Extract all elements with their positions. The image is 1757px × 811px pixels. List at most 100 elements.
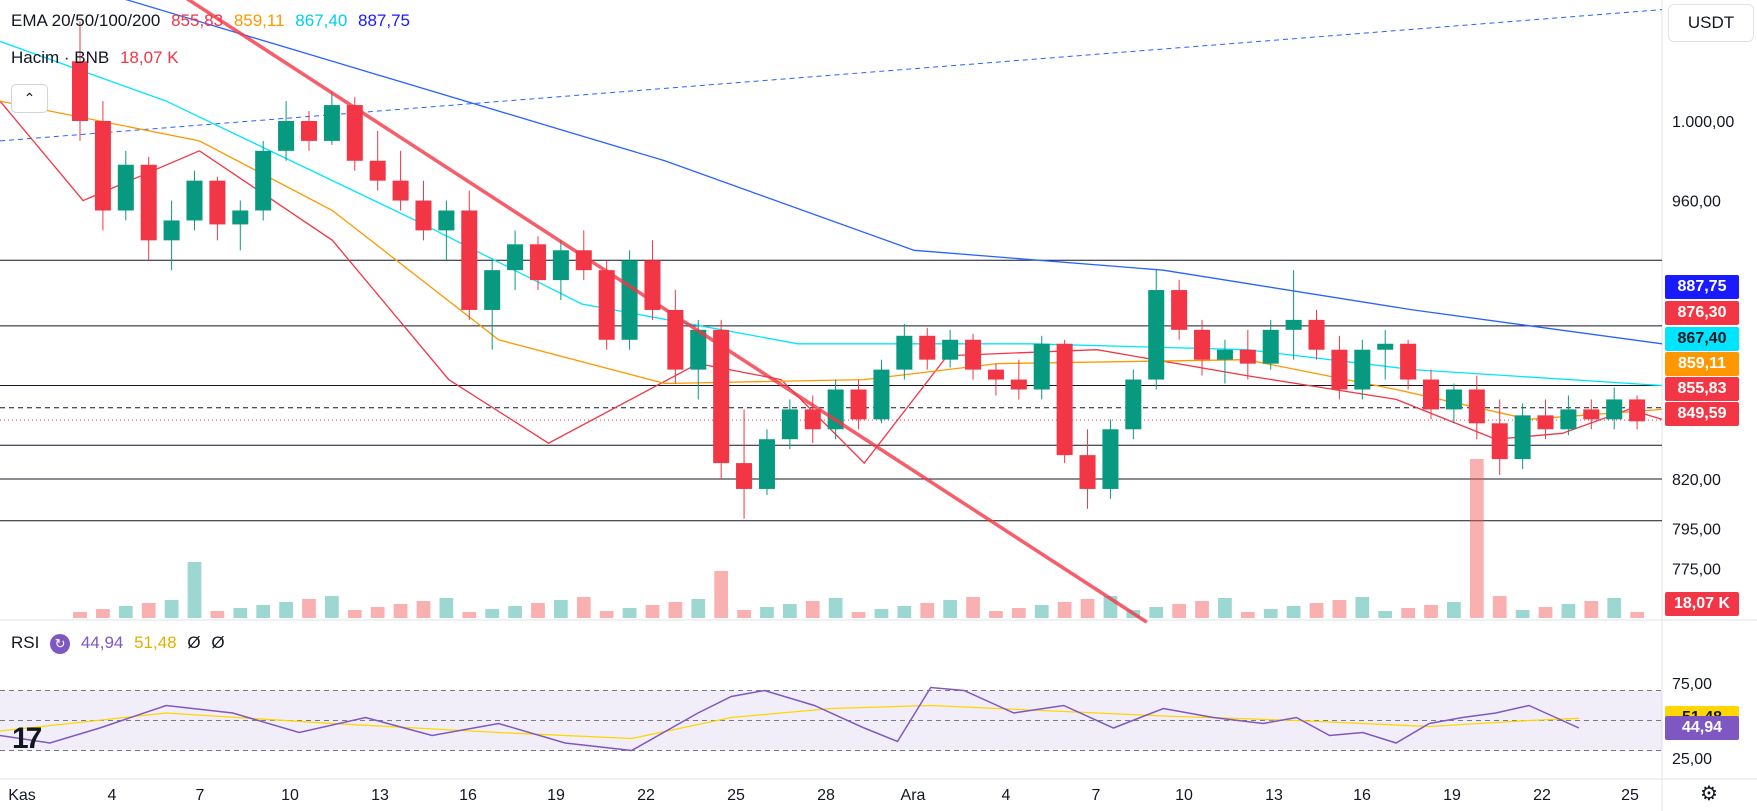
candle-body	[71, 61, 89, 121]
price-axis-label: 795,00	[1672, 522, 1721, 539]
time-axis-label: 7	[196, 787, 205, 804]
volume-bar	[462, 612, 477, 618]
time-axis-label: 4	[108, 787, 117, 804]
volume-bar	[347, 610, 362, 618]
volume-bar	[302, 599, 316, 618]
volume-bar	[141, 603, 156, 618]
currency-selector[interactable]: USDT	[1668, 4, 1754, 42]
volume-bar	[1080, 599, 1095, 618]
candle-body	[1194, 329, 1211, 360]
candle-body	[369, 160, 386, 181]
volume-bar	[920, 603, 935, 618]
volume-bar	[805, 601, 820, 618]
volume-bar	[1355, 597, 1370, 618]
ema50-value: 859,11	[233, 11, 285, 30]
candle-body	[415, 200, 432, 231]
refresh-icon[interactable]: ↻	[50, 634, 71, 654]
price-tag: 867,40	[1665, 327, 1739, 351]
volume-bar	[1332, 600, 1347, 618]
ema100-value: 867,40	[295, 11, 348, 30]
volume-legend: Hacim · BNB 18,07 K	[11, 48, 185, 68]
candle-body	[987, 369, 1004, 380]
price-axis-label: 775,00	[1672, 562, 1721, 579]
price-tag: 849,59	[1665, 402, 1739, 426]
time-axis-label: 4	[1002, 787, 1011, 804]
volume-bar	[1263, 609, 1278, 618]
time-axis-label: 28	[817, 787, 835, 804]
volume-bar	[187, 562, 202, 618]
volume-bar	[1034, 605, 1049, 618]
candle-body	[1629, 399, 1646, 422]
candle-body	[1354, 349, 1371, 390]
settings-icon[interactable]: ⚙	[1700, 783, 1718, 805]
volume-bar	[256, 605, 271, 618]
rsi-empty-1: Ø	[187, 633, 201, 652]
candle-body	[1400, 343, 1417, 380]
volume-tag: 18,07 K	[1665, 592, 1739, 616]
candle-body	[1239, 349, 1256, 364]
volume-bar	[943, 600, 958, 618]
volume-bar	[1286, 606, 1301, 618]
volume-bar	[210, 611, 225, 618]
time-axis-label: 25	[1621, 787, 1639, 804]
volume-bar	[1424, 605, 1438, 618]
volume-bar	[668, 602, 683, 618]
candle-body	[1079, 455, 1096, 489]
volume-bar	[1218, 598, 1232, 618]
candle-body	[300, 121, 317, 141]
volume-bar	[599, 611, 614, 618]
candle-body	[942, 339, 959, 360]
candle-body	[1148, 290, 1165, 380]
dashed-trendline	[0, 9, 1663, 142]
candle-body	[758, 439, 775, 489]
candle-body	[1331, 349, 1348, 390]
candle-body	[323, 105, 340, 141]
volume-bar	[554, 600, 568, 618]
candle-body	[1125, 379, 1142, 430]
rsi-axis-label: 75,00	[1672, 676, 1712, 693]
candle-body	[873, 369, 890, 420]
candle-body	[507, 244, 524, 271]
volume-bar	[393, 604, 408, 618]
volume-legend-label: Hacim · BNB	[11, 48, 110, 67]
volume-bar	[1492, 596, 1507, 618]
time-axis-label: 22	[637, 787, 655, 804]
candle-body	[552, 250, 569, 281]
volume-bar	[118, 606, 133, 618]
candle-body	[117, 164, 134, 211]
volume-bar	[645, 605, 660, 618]
candle-body	[781, 409, 798, 440]
time-axis-label: 7	[1092, 787, 1101, 804]
price-axis-label: 1.000,00	[1672, 114, 1734, 131]
collapse-legend-button[interactable]: ⌃	[11, 84, 48, 113]
candle-body	[713, 329, 730, 464]
rsi-axis-label: 25,00	[1672, 751, 1712, 768]
volume-bar	[714, 571, 729, 618]
volume-bar	[1195, 601, 1209, 618]
candle-body	[690, 329, 707, 370]
candle-body	[186, 180, 203, 221]
volume-bar	[737, 610, 751, 618]
candle-body	[1606, 399, 1623, 420]
time-axis-label: 25	[727, 787, 745, 804]
tradingview-logo-icon: 17	[12, 722, 42, 755]
volume-bar	[1584, 601, 1599, 618]
candle-body	[850, 389, 867, 420]
chevron-up-icon: ⌃	[23, 90, 36, 106]
volume-bar	[622, 608, 637, 618]
candle-body	[1514, 415, 1531, 460]
rsi-value: 44,94	[80, 633, 124, 652]
candle-body	[1171, 290, 1188, 330]
price-tag: 887,75	[1665, 275, 1739, 299]
candle-body	[484, 270, 501, 310]
candle-body	[529, 244, 546, 281]
volume-bar	[576, 597, 591, 618]
candle-body	[438, 210, 455, 231]
rsi-tag: 44,94	[1665, 716, 1739, 741]
volume-bar	[485, 609, 500, 618]
ema20-value: 855,83	[171, 11, 224, 30]
volume-bar	[96, 609, 110, 618]
volume-bar	[370, 607, 385, 618]
down-trendline	[185, 0, 1148, 624]
